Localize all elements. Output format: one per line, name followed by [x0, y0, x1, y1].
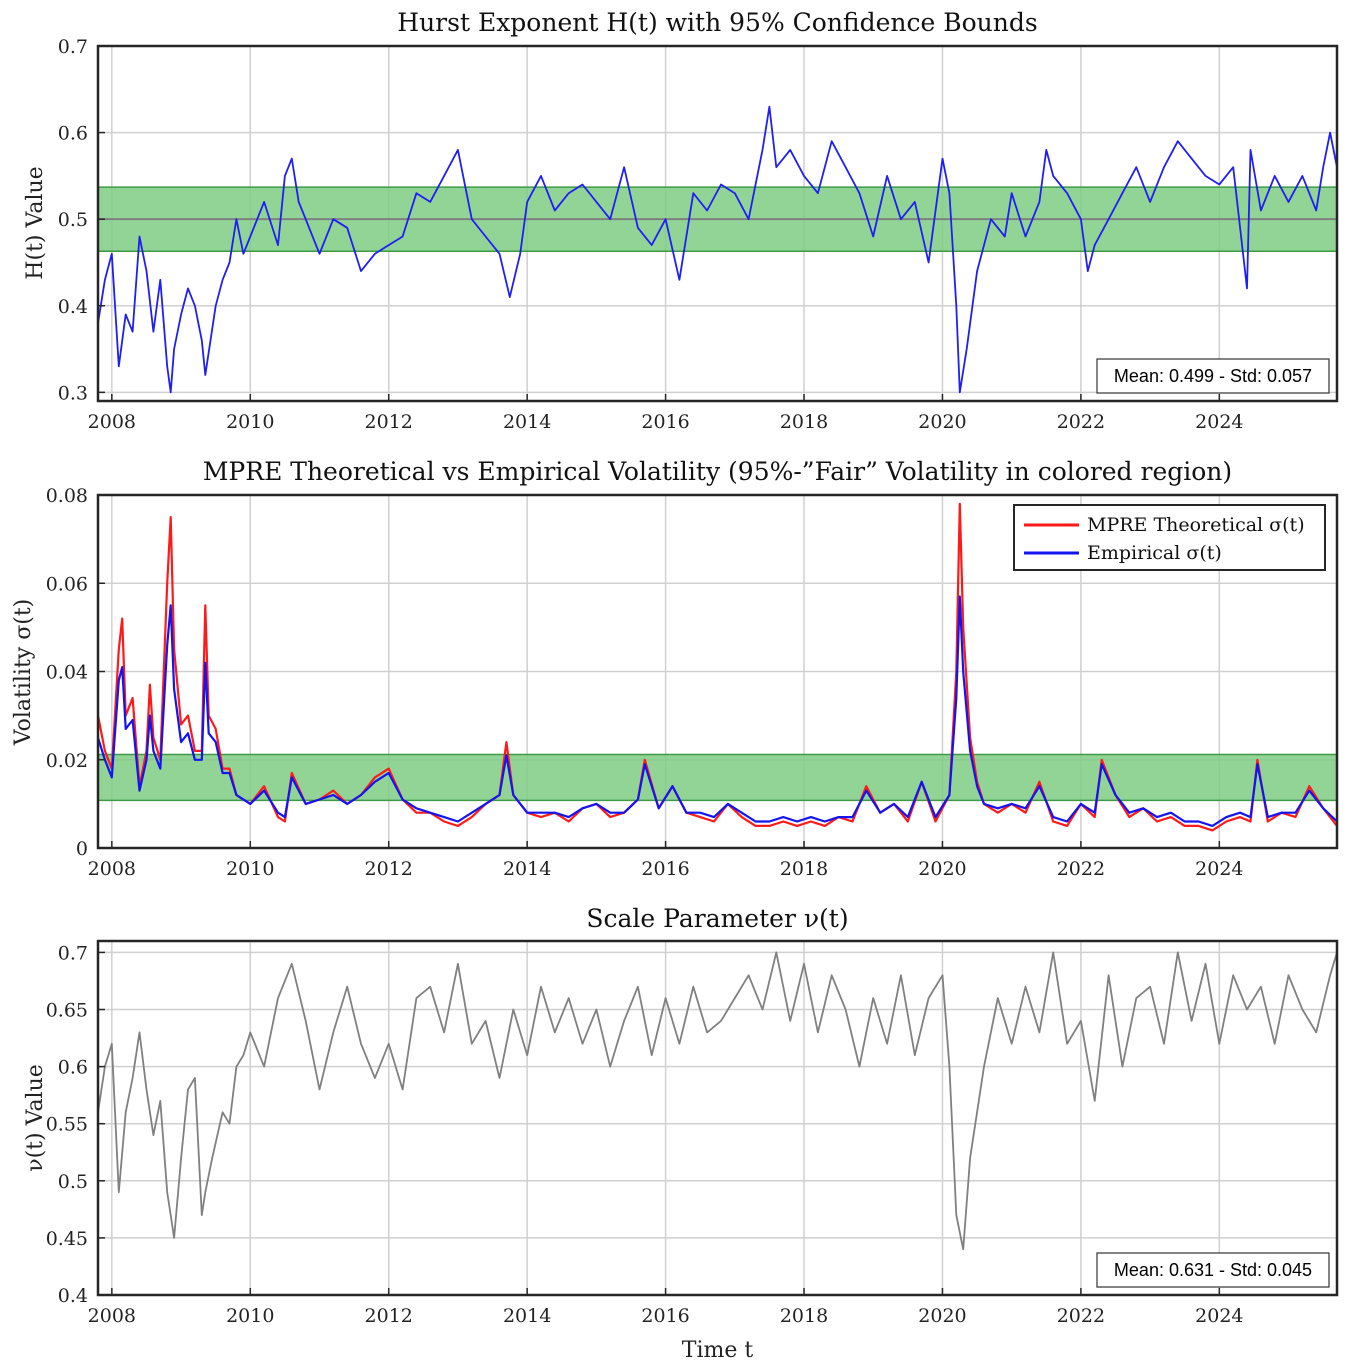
x-tick-label: 2012: [365, 411, 413, 433]
stats-box-frame: [1096, 1252, 1330, 1288]
chart-title: Hurst Exponent H(t) with 95% Confidence …: [397, 8, 1037, 37]
x-tick-label: 2014: [503, 411, 551, 433]
chart-title: Scale Parameter ν(t): [586, 904, 848, 933]
x-tick-label: 2024: [1195, 858, 1243, 880]
x-tick-label: 2016: [641, 858, 689, 880]
x-tick-label: 2014: [503, 858, 551, 880]
x-tick-label: 2022: [1057, 1305, 1105, 1327]
x-tick-label: 2020: [918, 411, 966, 433]
plot-area: [98, 941, 1337, 1295]
x-tick-label: 2024: [1195, 411, 1243, 433]
x-tick-label: 2010: [226, 411, 274, 433]
y-tick-label: 0: [76, 838, 88, 860]
x-tick-label: 2022: [1057, 858, 1105, 880]
axes-frame: [96, 939, 1339, 1297]
y-tick-label: 0.65: [46, 1000, 88, 1022]
y-tick-label: 0.06: [46, 573, 88, 595]
y-tick-label: 0.08: [46, 485, 88, 507]
y-tick-label: 0.5: [58, 1171, 88, 1193]
stats-box-text: Mean: 0.631 - Std: 0.045: [1114, 1260, 1312, 1280]
y-tick-label: 0.4: [58, 1285, 88, 1307]
legend: MPRE Theoretical σ(t) Empirical σ(t): [1013, 504, 1326, 571]
chart-panel-1: Hurst Exponent H(t) with 95% Confidence …: [23, 8, 1339, 433]
x-tick-label: 2008: [88, 411, 136, 433]
stats-box: Mean: 0.499 - Std: 0.057: [1096, 358, 1330, 394]
y-tick-label: 0.02: [46, 750, 88, 772]
y-tick-label: 0.7: [58, 36, 88, 58]
stats-box: Mean: 0.631 - Std: 0.045: [1096, 1252, 1330, 1288]
x-tick-label: 2018: [780, 1305, 828, 1327]
y-tick-label: 0.45: [46, 1228, 88, 1250]
y-axis-label: H(t) Value: [23, 166, 48, 279]
x-tick-label: 2016: [641, 411, 689, 433]
y-tick-label: 0.6: [58, 123, 88, 145]
x-tick-label: 2010: [226, 1305, 274, 1327]
series-line-2: [98, 595, 1337, 828]
series-group: [98, 502, 1337, 832]
legend-entry: Empirical σ(t): [1087, 542, 1222, 564]
x-tick-label: 2014: [503, 1305, 551, 1327]
x-tick-label: 2022: [1057, 411, 1105, 433]
y-tick-label: 0.7: [58, 942, 88, 964]
series-line-1: [98, 951, 1337, 1251]
y-axis-label: ν(t) Value: [23, 1064, 48, 1172]
x-tick-label: 2008: [88, 858, 136, 880]
stats-box-frame: [1096, 358, 1330, 394]
y-axis-label: Volatility σ(t): [11, 599, 36, 747]
y-tick-label: 0.5: [58, 209, 88, 231]
x-tick-label: 2008: [88, 1305, 136, 1327]
axes-frame: [96, 44, 1339, 403]
y-tick-label: 0.4: [58, 296, 88, 318]
x-tick-label: 2012: [365, 858, 413, 880]
x-tick-label: 2018: [780, 858, 828, 880]
legend-box: [1013, 504, 1326, 571]
y-tick-label: 0.04: [46, 662, 88, 684]
x-tick-label: 2020: [918, 1305, 966, 1327]
x-tick-label: 2024: [1195, 1305, 1243, 1327]
x-tick-label: 2010: [226, 858, 274, 880]
x-tick-label: 2012: [365, 1305, 413, 1327]
confidence-band: [98, 754, 1337, 801]
x-axis-label: Time t: [682, 1338, 754, 1363]
x-tick-label: 2016: [641, 1305, 689, 1327]
chart-title: MPRE Theoretical vs Empirical Volatility…: [203, 457, 1232, 486]
chart-panel-3: Scale Parameter ν(t) 2008 2010 2012 2014 2016…: [23, 904, 1339, 1363]
y-tick-label: 0.3: [58, 382, 88, 404]
y-tick-label: 0.6: [58, 1057, 88, 1079]
chart-panel-2: MPRE Theoretical vs Empirical Volatility…: [11, 457, 1339, 880]
series-group: [98, 105, 1337, 394]
stats-box-text: Mean: 0.499 - Std: 0.057: [1114, 366, 1312, 386]
x-tick-label: 2020: [918, 858, 966, 880]
series-group: [98, 951, 1337, 1251]
legend-entry: MPRE Theoretical σ(t): [1087, 514, 1305, 536]
y-tick-label: 0.55: [46, 1114, 88, 1136]
x-tick-label: 2018: [780, 411, 828, 433]
series-line-1: [98, 105, 1337, 394]
